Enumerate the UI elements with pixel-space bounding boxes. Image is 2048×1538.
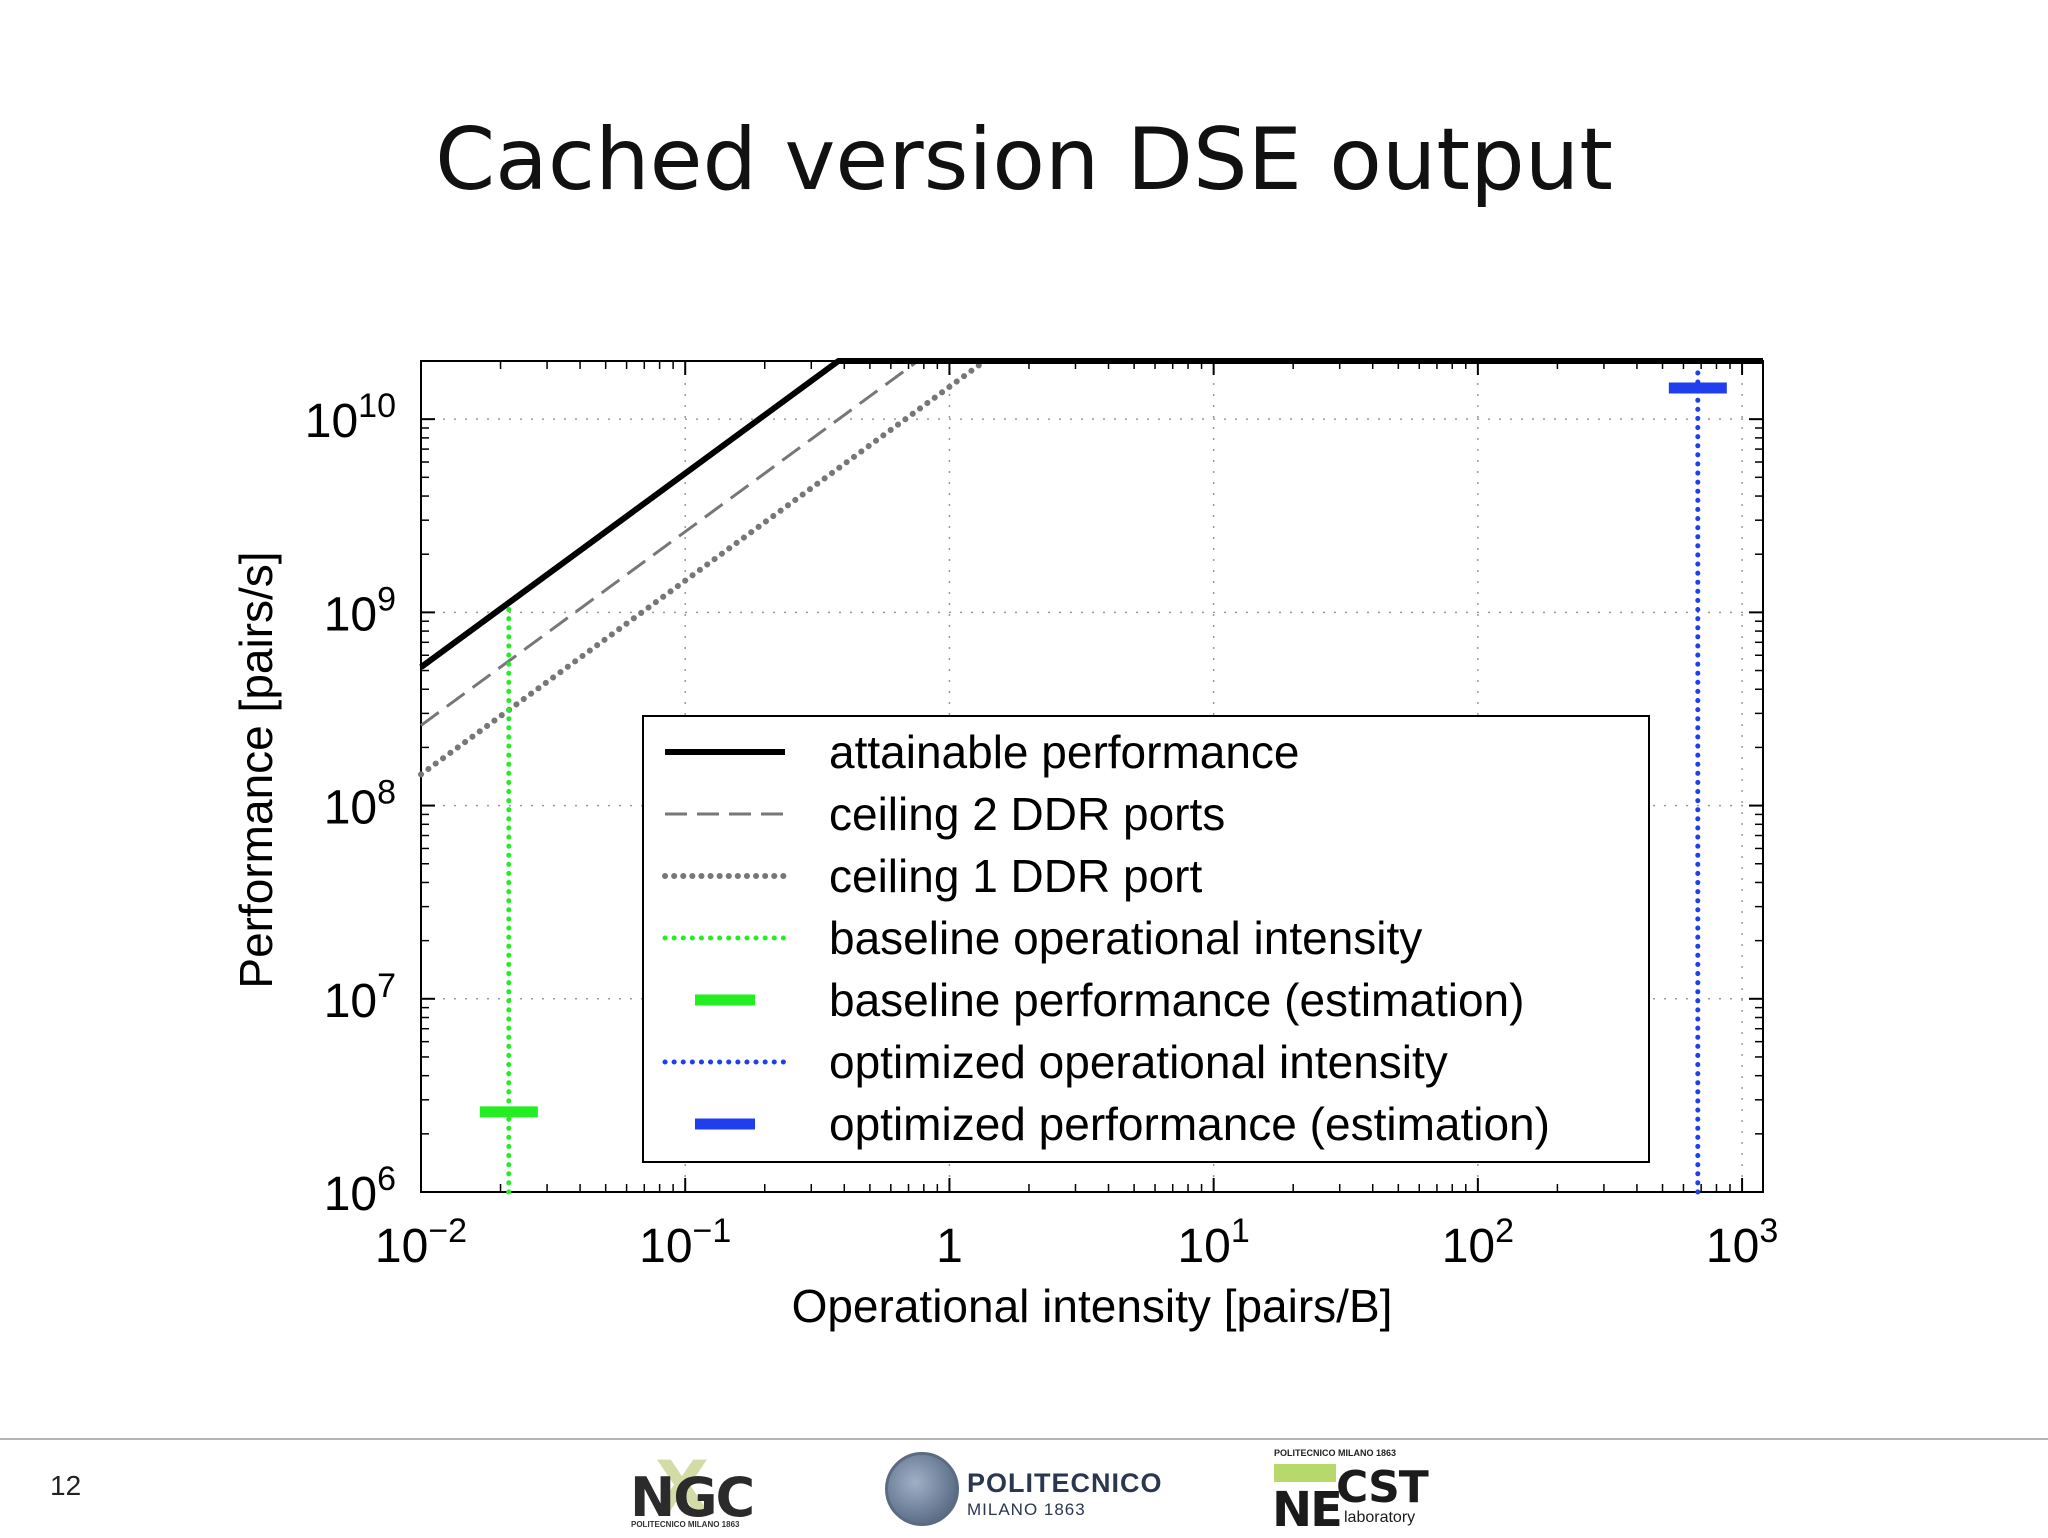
x-axis-label: Operational intensity [pairs/B] (792, 1280, 1393, 1332)
legend: attainable performance ceiling 2 DDR port… (642, 715, 1650, 1163)
x-tick-label: 101 (1177, 1212, 1249, 1273)
legend-label-ceiling-2-ddr-ports: ceiling 2 DDR ports (829, 788, 1225, 840)
legend-label-baseline-operational-intensity: baseline operational intensity (829, 912, 1422, 964)
ngc-logo: X NGC POLITECNICO MILANO 1863 (630, 1446, 755, 1529)
roofline-chart: 10−2 10−1 1 101 102 103 106 107 108 109 1010 Opera… (230, 358, 1778, 1332)
politecnico-city: MILANO 1863 (967, 1500, 1086, 1519)
footer-divider (0, 1438, 2048, 1440)
politecnico-name: POLITECNICO (967, 1468, 1163, 1498)
necst-logo: POLITECNICO MILANO 1863 NE CST laborator… (1270, 1448, 1430, 1538)
series-layer (418, 358, 1766, 1195)
x-tick-label: 103 (1706, 1212, 1778, 1273)
necst-ne-text: NE (1272, 1482, 1343, 1538)
x-tick-label: 10−1 (639, 1212, 731, 1273)
necst-top-text: POLITECNICO MILANO 1863 (1274, 1448, 1397, 1458)
y-tick-label: 108 (324, 774, 396, 835)
slide-title: Cached version DSE output (435, 110, 1613, 210)
slide-number: 12 (50, 1470, 82, 1501)
y-tick-label: 109 (324, 580, 396, 641)
necst-lab-text: laboratory (1344, 1509, 1416, 1526)
legend-box (642, 715, 1650, 1163)
attainable-performance-line (419, 358, 1763, 670)
legend-label-baseline-performance-estimation: baseline performance (estimation) (829, 974, 1524, 1026)
tick-labels: 10−2 10−1 1 101 102 103 106 107 108 109 1010 (305, 387, 1778, 1273)
legend-label-ceiling-1-ddr-port: ceiling 1 DDR port (829, 850, 1202, 902)
y-tick-label: 106 (324, 1160, 396, 1221)
legend-label-optimized-performance-estimation: optimized performance (estimation) (829, 1098, 1550, 1150)
y-tick-label: 1010 (305, 387, 396, 448)
x-tick-label: 102 (1442, 1212, 1514, 1273)
legend-label-attainable-performance: attainable performance (829, 726, 1300, 778)
ngc-logo-text: NGC (630, 1466, 755, 1529)
necst-cst-text: CST (1336, 1462, 1429, 1513)
x-tick-label: 1 (936, 1220, 963, 1273)
legend-label-optimized-operational-intensity: optimized operational intensity (829, 1036, 1448, 1088)
y-axis-label: Performance [pairs/s] (230, 551, 282, 988)
y-tick-label: 107 (324, 967, 396, 1028)
politecnico-logo: POLITECNICO MILANO 1863 (885, 1448, 1162, 1533)
x-tick-label: 10−2 (375, 1212, 467, 1273)
politecnico-seal-icon (885, 1452, 959, 1526)
ngc-logo-sub: POLITECNICO MILANO 1863 (631, 1520, 740, 1529)
minor-ticks (420, 361, 1763, 1193)
